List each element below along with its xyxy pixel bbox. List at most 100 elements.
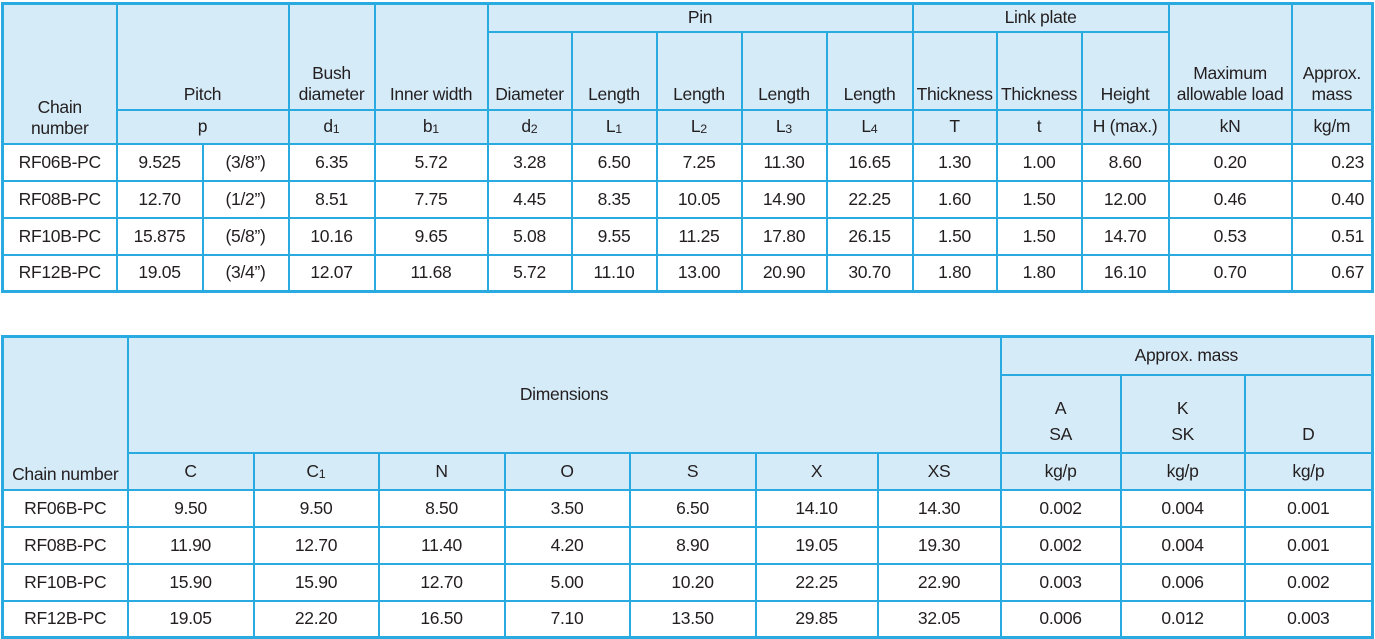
chain-number-cell: RF08B-PC	[1, 179, 118, 219]
header-plate-thickness-t: Thickness	[995, 30, 1083, 111]
header-group-pin: Pin	[486, 2, 914, 33]
table1-header: Chain number Pitch Bush diameter Inner w…	[1, 2, 1374, 145]
cell-pitch-inch: (1/2”)	[201, 179, 290, 219]
chain-number-cell: RF12B-PC	[1, 599, 129, 639]
cell-d1: 6.35	[287, 142, 376, 182]
cell-pitch-inch: (3/4”)	[201, 253, 290, 293]
cell-XS: 32.05	[876, 599, 1002, 639]
mass-label-SK: SK	[1171, 423, 1194, 444]
cell-S: 6.50	[628, 488, 757, 528]
cell-d1: 12.07	[287, 253, 376, 293]
cell-L2: 11.25	[655, 216, 743, 256]
cell-L1: 9.55	[570, 216, 658, 256]
cell-d2: 5.08	[486, 216, 573, 256]
symbol-b1: b1	[373, 108, 489, 145]
attachment-dimensions-table: Chain number Dimensions Approx. mass A S…	[1, 335, 1375, 639]
cell-H: 8.60	[1080, 142, 1170, 182]
cell-C: 19.05	[126, 599, 255, 639]
cell-L3: 11.30	[740, 142, 828, 182]
symbol-L2: L2	[655, 108, 743, 145]
cell-mass-K: 0.004	[1119, 525, 1246, 565]
mass-label-D: D	[1302, 423, 1315, 444]
cell-L4: 16.65	[825, 142, 914, 182]
unit-kg-per-p-A: kg/p	[999, 451, 1122, 491]
cell-mass-A: 0.002	[999, 525, 1122, 565]
table2-header: Chain number Dimensions Approx. mass A S…	[1, 335, 1374, 491]
cell-T: 1.60	[911, 179, 998, 219]
table1-body: RF06B-PC 9.525 (3/8”) 6.35 5.72 3.28 6.5…	[1, 142, 1374, 293]
symbol-T: T	[911, 108, 998, 145]
symbol-S: S	[628, 451, 757, 491]
cell-N: 12.70	[377, 562, 506, 602]
header-mass-A-SA: A SA	[999, 373, 1122, 454]
cell-O: 7.10	[503, 599, 631, 639]
cell-S: 8.90	[628, 525, 757, 565]
cell-kg-per-m: 0.40	[1290, 179, 1374, 219]
header-group-approx-mass: Approx. mass	[999, 335, 1374, 376]
header-plate-thickness-T: Thickness	[911, 30, 998, 111]
table2-body: RF06B-PC 9.50 9.50 8.50 3.50 6.50 14.10 …	[1, 488, 1374, 639]
cell-T: 1.80	[911, 253, 998, 293]
symbol-X: X	[754, 451, 879, 491]
mass-label-SA: SA	[1049, 423, 1072, 444]
symbol-C1: C1	[252, 451, 380, 491]
symbol-d2: d2	[486, 108, 573, 145]
chain-number-cell: RF10B-PC	[1, 562, 129, 602]
header-max-load: Maximum allowable load	[1167, 2, 1293, 111]
cell-mass-D: 0.002	[1243, 562, 1374, 602]
cell-XS: 19.30	[876, 525, 1002, 565]
symbol-O: O	[503, 451, 631, 491]
cell-H: 14.70	[1080, 216, 1170, 256]
mass-label-K: K	[1176, 397, 1189, 418]
cell-mass-A: 0.002	[999, 488, 1122, 528]
cell-X: 29.85	[754, 599, 879, 639]
cell-L4: 30.70	[825, 253, 914, 293]
cell-S: 13.50	[628, 599, 757, 639]
header-pin-length-2: Length	[655, 30, 743, 111]
header-approx-mass: Approx. mass	[1290, 2, 1374, 111]
cell-kg-per-m: 0.67	[1290, 253, 1374, 293]
cell-L2: 10.05	[655, 179, 743, 219]
symbol-L4: L4	[825, 108, 914, 145]
symbol-C: C	[126, 451, 255, 491]
cell-kg-per-m: 0.51	[1290, 216, 1374, 256]
cell-t: 1.80	[995, 253, 1083, 293]
header-pin-length-3: Length	[740, 30, 828, 111]
cell-L3: 14.90	[740, 179, 828, 219]
cell-mass-D: 0.001	[1243, 488, 1374, 528]
cell-pitch-inch: (5/8”)	[201, 216, 290, 256]
cell-t: 1.00	[995, 142, 1083, 182]
chain-number-cell: RF08B-PC	[1, 525, 129, 565]
cell-XS: 22.90	[876, 562, 1002, 602]
header-pitch: Pitch	[115, 2, 290, 111]
header-chain-number: Chain number	[1, 2, 118, 145]
cell-mass-K: 0.012	[1119, 599, 1246, 639]
mass-label-blank	[1249, 395, 1369, 421]
unit-kg-per-p-D: kg/p	[1243, 451, 1374, 491]
cell-t: 1.50	[995, 179, 1083, 219]
table-row: RF08B-PC 11.90 12.70 11.40 4.20 8.90 19.…	[1, 525, 1374, 565]
cell-C1: 15.90	[252, 562, 380, 602]
header-pin-diameter: Diameter	[486, 30, 573, 111]
cell-C1: 9.50	[252, 488, 380, 528]
symbol-p: p	[115, 108, 290, 145]
table-row: RF06B-PC 9.525 (3/8”) 6.35 5.72 3.28 6.5…	[1, 142, 1374, 182]
cell-X: 19.05	[754, 525, 879, 565]
cell-d2: 5.72	[486, 253, 573, 293]
cell-d2: 4.45	[486, 179, 573, 219]
cell-pitch: 12.70	[115, 179, 204, 219]
cell-L2: 13.00	[655, 253, 743, 293]
cell-b1: 11.68	[373, 253, 489, 293]
cell-b1: 7.75	[373, 179, 489, 219]
table-row: RF08B-PC 12.70 (1/2”) 8.51 7.75 4.45 8.3…	[1, 179, 1374, 219]
cell-b1: 9.65	[373, 216, 489, 256]
cell-N: 8.50	[377, 488, 506, 528]
chain-number-cell: RF06B-PC	[1, 488, 129, 528]
cell-T: 1.30	[911, 142, 998, 182]
cell-b1: 5.72	[373, 142, 489, 182]
header-pin-length-1: Length	[570, 30, 658, 111]
cell-T: 1.50	[911, 216, 998, 256]
chain-number-cell: RF12B-PC	[1, 253, 118, 293]
cell-mass-A: 0.003	[999, 562, 1122, 602]
